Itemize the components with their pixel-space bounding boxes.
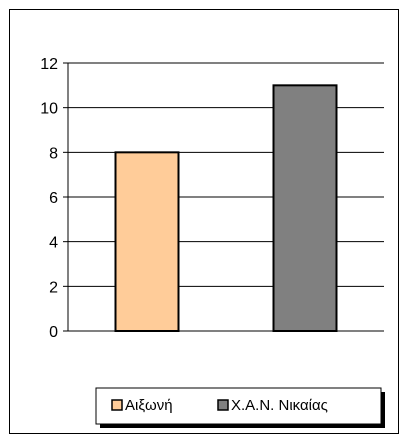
legend-swatch-2 <box>217 399 229 411</box>
bars <box>114 84 338 333</box>
y-tick-label: 8 <box>49 145 58 162</box>
legend: Αιξωνή Χ.Α.Ν. Νικαίας <box>95 387 385 428</box>
y-tick-label: 10 <box>40 101 58 118</box>
bar-1 <box>114 151 180 332</box>
y-tick-label: 0 <box>49 324 58 341</box>
y-tick-label: 6 <box>49 190 58 207</box>
legend-label-2: Χ.Α.Ν. Νικαίας <box>231 397 328 414</box>
y-tick-label: 12 <box>40 56 58 73</box>
y-tick-label: 4 <box>49 235 58 252</box>
legend-label-1: Αιξωνή <box>125 397 173 414</box>
legend-swatch-1 <box>111 399 123 411</box>
y-tick-label: 2 <box>49 279 58 296</box>
y-axis-ticks: 0 2 4 6 8 10 12 <box>40 56 69 341</box>
bar-2 <box>272 84 338 333</box>
